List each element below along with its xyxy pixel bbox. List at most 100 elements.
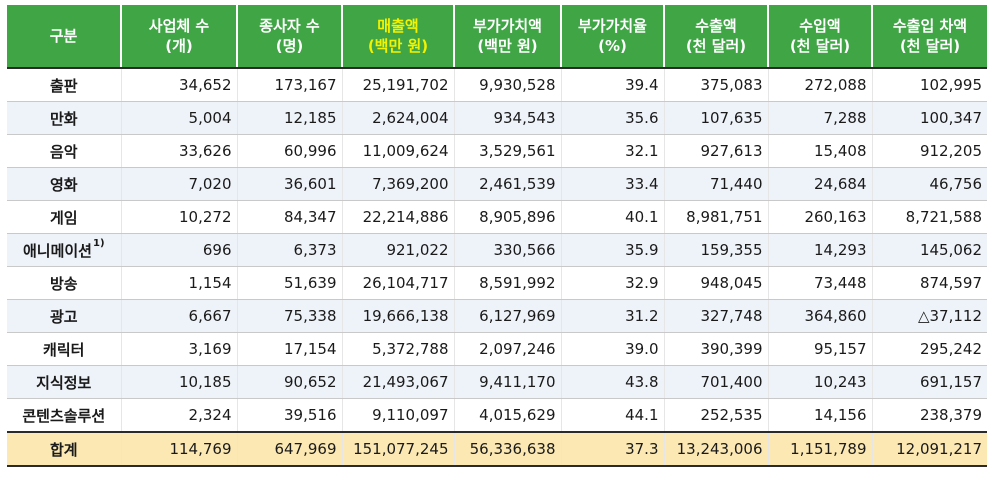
cell-value-added: 8,905,896 xyxy=(453,200,561,234)
cell-trade-balance: 238,379 xyxy=(871,398,987,433)
cell-sales: 2,624,004 xyxy=(341,101,454,135)
total-exports: 13,243,006 xyxy=(663,431,768,467)
cell-imports: 7,288 xyxy=(767,101,872,135)
table-row: 출판 34,652 173,167 25,191,702 9,930,528 39.4 37… xyxy=(7,68,987,102)
cell-exports: 252,535 xyxy=(663,398,768,433)
cell-imports: 15,408 xyxy=(767,134,872,168)
row-category-cell: 출판 xyxy=(7,68,121,102)
header-unit: (%) xyxy=(598,37,627,55)
cell-value-added-ratio: 39.4 xyxy=(560,68,664,102)
row-category-cell: 콘텐츠솔루션 xyxy=(7,398,121,433)
header-value-added-ratio: 부가가치율 (%) xyxy=(560,5,664,69)
row-category-label: 방송 xyxy=(49,274,78,293)
table-row: 방송 1,154 51,639 26,104,717 8,591,992 32.9 948,… xyxy=(7,266,987,300)
content-industry-statistics-table: 구분 사업체 수 (개) 종사자 수 (명) 매출액 (백만 원) 부가가치액 (백만 원) 부가… xyxy=(7,5,987,467)
cell-exports: 327,748 xyxy=(663,299,768,333)
header-unit: (백만 원) xyxy=(477,37,538,55)
cell-imports: 272,088 xyxy=(767,68,872,102)
cell-value-added-ratio: 33.4 xyxy=(560,167,664,201)
row-category-label: 애니메이션 xyxy=(22,241,92,260)
cell-employee-count: 17,154 xyxy=(236,332,342,366)
cell-sales: 19,666,138 xyxy=(341,299,454,333)
total-sales: 151,077,245 xyxy=(341,431,454,467)
row-category-label: 캐릭터 xyxy=(43,340,85,359)
cell-business-count: 3,169 xyxy=(120,332,237,366)
header-unit: (명) xyxy=(275,37,304,55)
total-value-added: 56,336,638 xyxy=(453,431,561,467)
cell-value-added-ratio: 43.8 xyxy=(560,365,664,399)
cell-value-added-ratio: 35.9 xyxy=(560,233,664,267)
content-industry-table-container: 구분 사업체 수 (개) 종사자 수 (명) 매출액 (백만 원) 부가가치액 (백만 원) 부가… xyxy=(7,5,987,467)
header-unit: (개) xyxy=(165,37,193,55)
cell-employee-count: 75,338 xyxy=(236,299,342,333)
cell-trade-balance: △37,112 xyxy=(871,299,987,333)
total-employee-count: 647,969 xyxy=(236,431,342,467)
cell-employee-count: 12,185 xyxy=(236,101,342,135)
cell-employee-count: 39,516 xyxy=(236,398,342,433)
header-value-added: 부가가치액 (백만 원) xyxy=(453,5,561,69)
cell-sales: 9,110,097 xyxy=(341,398,454,433)
header-sales: 매출액 (백만 원) xyxy=(341,5,454,69)
header-employee-count: 종사자 수 (명) xyxy=(236,5,342,69)
cell-value-added-ratio: 32.9 xyxy=(560,266,664,300)
row-category-label: 게임 xyxy=(49,208,78,227)
cell-exports: 159,355 xyxy=(663,233,768,267)
cell-exports: 390,399 xyxy=(663,332,768,366)
cell-employee-count: 84,347 xyxy=(236,200,342,234)
cell-business-count: 10,272 xyxy=(120,200,237,234)
header-unit: (천 달러) xyxy=(899,37,961,55)
cell-value-added: 8,591,992 xyxy=(453,266,561,300)
row-category-cell: 광고 xyxy=(7,299,121,333)
total-trade-balance: 12,091,217 xyxy=(871,431,987,467)
header-label: 부가가치율 xyxy=(577,17,647,35)
header-unit: (천 달러) xyxy=(685,37,747,55)
header-row: 구분 사업체 수 (개) 종사자 수 (명) 매출액 (백만 원) 부가가치액 (백만 원) 부가… xyxy=(7,5,987,69)
cell-trade-balance: 874,597 xyxy=(871,266,987,300)
header-exports: 수출액 (천 달러) xyxy=(663,5,768,69)
row-category-cell: 캐릭터 xyxy=(7,332,121,366)
table-row: 음악 33,626 60,996 11,009,624 3,529,561 32.1 927… xyxy=(7,134,987,168)
cell-business-count: 33,626 xyxy=(120,134,237,168)
cell-business-count: 1,154 xyxy=(120,266,237,300)
table-row: 만화 5,004 12,185 2,624,004 934,543 35.6 107,635… xyxy=(7,101,987,135)
cell-imports: 364,860 xyxy=(767,299,872,333)
row-category-cell: 지식정보 xyxy=(7,365,121,399)
header-label: 수출입 차액 xyxy=(892,17,968,35)
cell-imports: 14,156 xyxy=(767,398,872,433)
cell-exports: 948,045 xyxy=(663,266,768,300)
cell-value-added-ratio: 39.0 xyxy=(560,332,664,366)
cell-value-added: 9,411,170 xyxy=(453,365,561,399)
header-label: 부가가치액 xyxy=(472,17,542,35)
row-category-cell: 음악 xyxy=(7,134,121,168)
header-label: 사업체 수 xyxy=(148,17,210,35)
header-label: 수출액 xyxy=(695,17,737,35)
header-unit: (천 달러) xyxy=(789,37,851,55)
cell-value-added-ratio: 35.6 xyxy=(560,101,664,135)
header-business-count: 사업체 수 (개) xyxy=(120,5,237,69)
cell-trade-balance: 46,756 xyxy=(871,167,987,201)
cell-value-added: 330,566 xyxy=(453,233,561,267)
header-trade-balance: 수출입 차액 (천 달러) xyxy=(871,5,987,69)
table-row: 지식정보 10,185 90,652 21,493,067 9,411,170 43.8 7… xyxy=(7,365,987,399)
cell-trade-balance: 691,157 xyxy=(871,365,987,399)
cell-employee-count: 90,652 xyxy=(236,365,342,399)
cell-exports: 107,635 xyxy=(663,101,768,135)
cell-imports: 260,163 xyxy=(767,200,872,234)
cell-trade-balance: 102,995 xyxy=(871,68,987,102)
cell-value-added: 2,097,246 xyxy=(453,332,561,366)
cell-employee-count: 36,601 xyxy=(236,167,342,201)
cell-imports: 10,243 xyxy=(767,365,872,399)
header-category: 구분 xyxy=(7,5,121,69)
cell-business-count: 696 xyxy=(120,233,237,267)
table-row: 게임 10,272 84,347 22,214,886 8,905,896 40.1 8,9… xyxy=(7,200,987,234)
row-category-label: 지식정보 xyxy=(36,373,92,392)
cell-exports: 701,400 xyxy=(663,365,768,399)
cell-value-added: 6,127,969 xyxy=(453,299,561,333)
cell-value-added: 4,015,629 xyxy=(453,398,561,433)
row-category-label: 출판 xyxy=(49,76,78,95)
cell-exports: 71,440 xyxy=(663,167,768,201)
cell-imports: 95,157 xyxy=(767,332,872,366)
header-label: 매출액 xyxy=(377,17,419,35)
cell-value-added: 934,543 xyxy=(453,101,561,135)
cell-value-added-ratio: 31.2 xyxy=(560,299,664,333)
